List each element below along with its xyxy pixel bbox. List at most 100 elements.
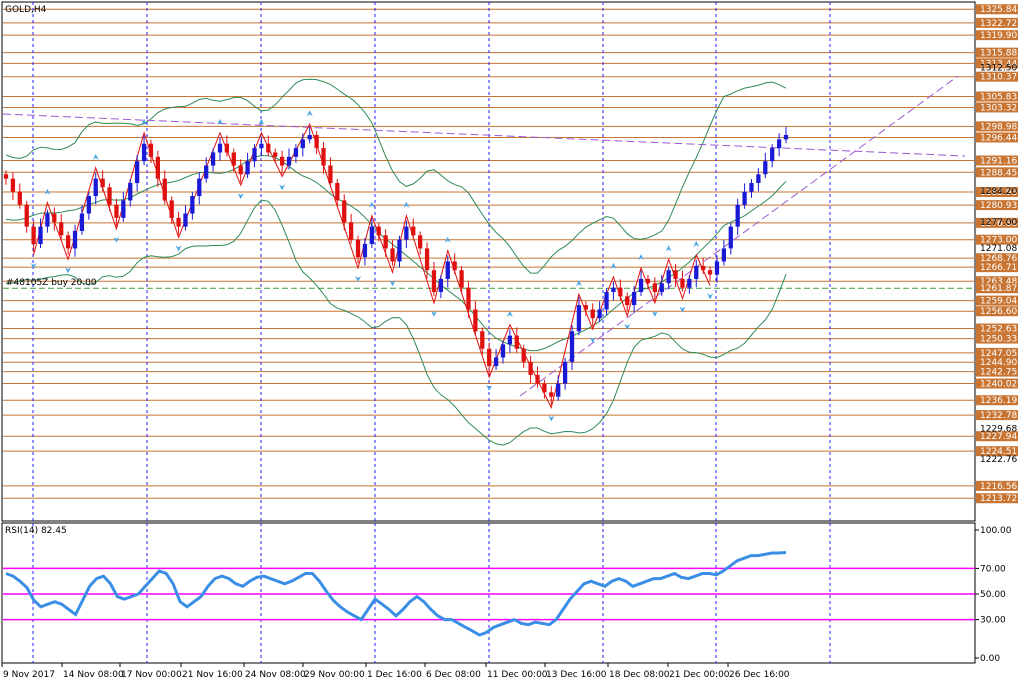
candle-body — [293, 148, 299, 157]
candle-body — [535, 374, 540, 384]
candle-body — [701, 265, 706, 271]
candle-body — [528, 361, 533, 375]
candle-body — [45, 213, 50, 227]
fractal-up-marker — [216, 118, 223, 125]
price-level-tag-label: 1224.51 — [980, 447, 1017, 457]
time-tick-label: 6 Dec 08:00 — [426, 670, 481, 680]
price-level-tag-label: 1242.75 — [980, 368, 1017, 378]
candle-body — [17, 191, 22, 205]
price-level-tag-label: 1216.56 — [980, 482, 1017, 492]
fractal-down-marker — [486, 384, 493, 391]
candle-body — [114, 204, 119, 218]
price-level-tag-label: 1259.04 — [980, 297, 1017, 307]
price-level-tag — [976, 200, 1018, 211]
candle-body — [24, 204, 29, 227]
fractal-up-marker — [403, 201, 410, 208]
candle-body — [583, 305, 588, 310]
candle-body — [763, 161, 768, 175]
price-level-tag — [976, 253, 1018, 264]
candle-body — [735, 204, 740, 227]
candle-body — [266, 143, 271, 153]
time-tick-label: 14 Nov 08:00 — [63, 670, 124, 680]
candle-body — [38, 226, 43, 245]
price-level-tag-label: 1303.32 — [980, 103, 1017, 113]
candle-body — [328, 165, 333, 183]
price-level-tag-label: 1266.71 — [980, 263, 1017, 273]
price-level-tag — [976, 47, 1018, 58]
fractal-down-marker — [430, 310, 437, 317]
candle-body — [645, 278, 651, 284]
candle-body — [438, 278, 444, 293]
price-tick-label: 1229.68 — [980, 425, 1017, 435]
price-level-tag — [976, 306, 1018, 317]
time-tick-label: 11 Dec 00:00 — [487, 670, 548, 680]
fractal-down-marker — [707, 293, 714, 300]
candle-body — [652, 283, 657, 293]
candle-body — [286, 156, 292, 166]
fractal-down-marker — [237, 193, 244, 200]
candle-body — [383, 235, 388, 249]
fractal-down-marker — [624, 323, 631, 330]
candle-body — [128, 182, 133, 201]
candle-body — [217, 143, 223, 153]
fractal-up-marker — [665, 245, 672, 252]
price-level-tag-label: 1322.72 — [980, 19, 1017, 29]
price-level-tag-label: 1232.78 — [980, 411, 1017, 421]
order-line-label: #48105Z buy 20.00 — [6, 278, 97, 288]
candle-body — [418, 235, 423, 249]
price-level-tag — [976, 446, 1018, 457]
price-level-tag — [976, 431, 1018, 442]
fractal-up-marker — [306, 110, 313, 117]
candle-body — [424, 248, 430, 271]
price-level-tag — [976, 395, 1018, 406]
candle-body — [135, 161, 140, 183]
candle-body — [500, 344, 506, 358]
price-level-tag-label: 1213.72 — [980, 494, 1017, 504]
candle-body — [100, 178, 105, 188]
candle-body — [65, 235, 71, 249]
price-level-tag-label: 1283.93 — [980, 188, 1017, 198]
candle-body — [93, 178, 98, 197]
fractal-up-marker — [368, 201, 375, 208]
fractal-up-marker — [444, 236, 451, 243]
price-level-tag — [976, 167, 1018, 178]
price-tick-label: 1277.00 — [980, 218, 1017, 228]
candle-body — [300, 139, 305, 149]
price-level-tag-label: 1252.63 — [980, 325, 1017, 335]
price-level-tag-label: 1291.16 — [980, 156, 1017, 166]
candle-body — [59, 222, 64, 236]
price-tick-label: 1222.76 — [980, 455, 1017, 465]
candle-body — [79, 213, 85, 231]
price-level-tag — [976, 333, 1018, 344]
candle-body — [369, 226, 374, 245]
time-tick-label: 26 Dec 16:00 — [729, 670, 790, 680]
price-level-tag-label: 1268.76 — [980, 254, 1017, 264]
price-level-tag-label: 1296.44 — [980, 133, 1017, 143]
price-level-tag-label: 1227.94 — [980, 432, 1017, 442]
candle-body — [31, 226, 36, 245]
fractal-down-marker — [279, 184, 286, 191]
candle-body — [480, 331, 485, 349]
candle-body — [404, 226, 409, 240]
candle-body — [694, 265, 699, 279]
price-level-tag-label: 1276.86 — [980, 219, 1017, 229]
rsi-tick-label: 70.00 — [980, 564, 1006, 574]
price-level-tag-label: 1305.83 — [980, 93, 1017, 103]
vertical-grid — [32, 2, 831, 663]
candle-body — [459, 270, 464, 288]
candle-body — [714, 261, 720, 275]
candle-body — [618, 287, 623, 297]
time-tick-label: 24 Nov 08:00 — [245, 670, 306, 680]
price-level-tag-label: 1315.88 — [980, 49, 1017, 59]
rsi-tick-label: 100.00 — [980, 526, 1012, 536]
candle-body — [604, 292, 609, 310]
candle-body — [638, 278, 644, 293]
candle-body — [569, 331, 575, 362]
rsi-indicator — [3, 551, 975, 637]
fractal-down-marker — [389, 280, 396, 287]
candle-body — [390, 248, 395, 262]
candle-body — [238, 165, 243, 175]
candle-body — [590, 309, 595, 319]
